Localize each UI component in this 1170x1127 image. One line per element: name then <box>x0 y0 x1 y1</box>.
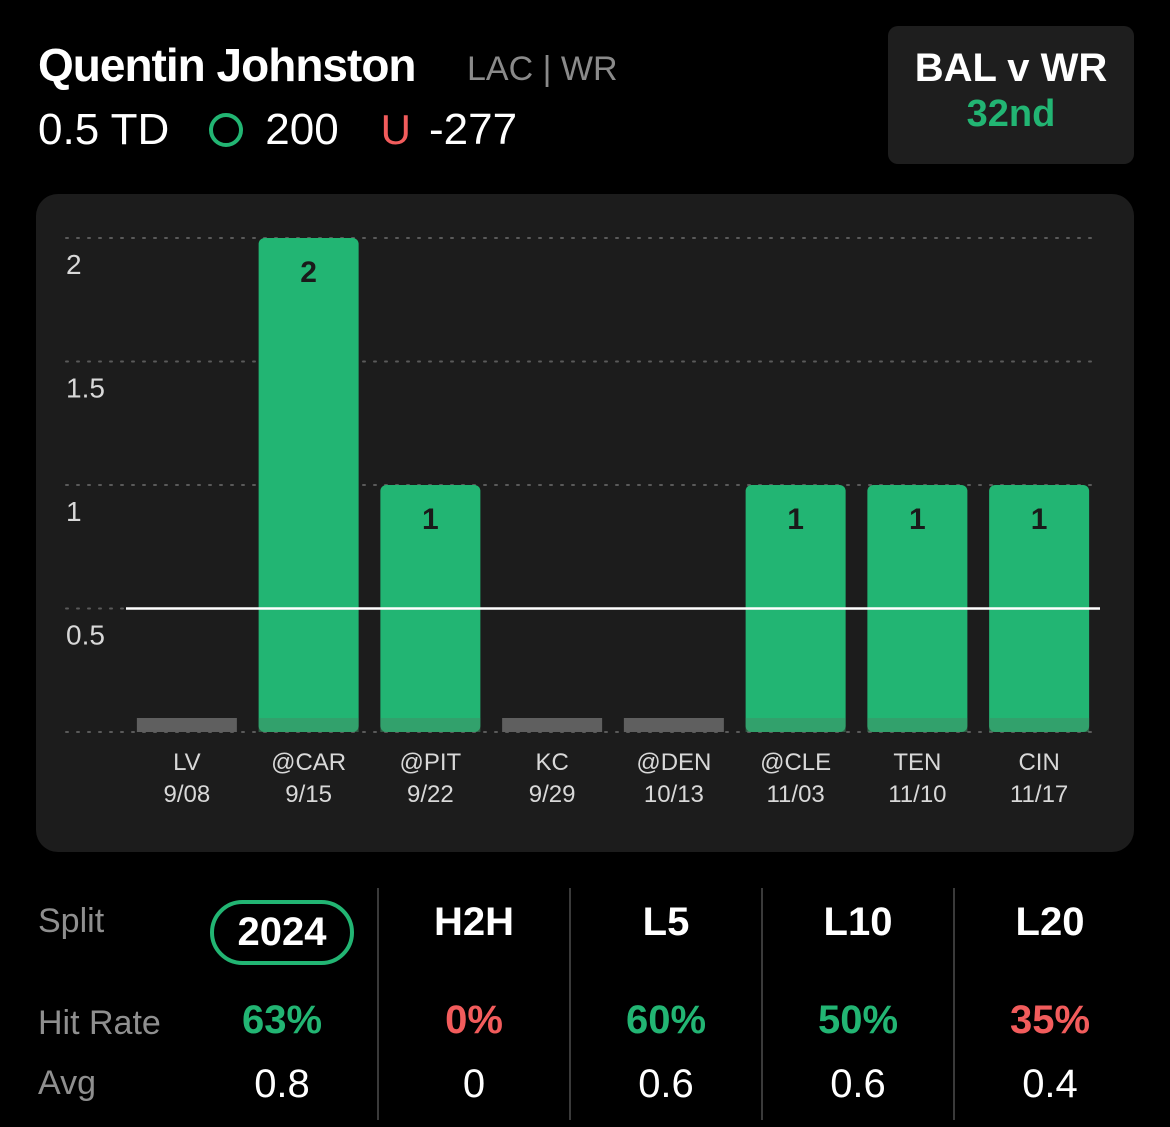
avg-value: 0.6 <box>830 1062 886 1106</box>
bar-value-label: 1 <box>787 503 804 536</box>
split-tab-h2h[interactable]: H2H <box>378 900 570 945</box>
bar-base <box>867 718 968 732</box>
bar-value-label: 2 <box>300 256 317 289</box>
split-tab-2024[interactable]: 2024 <box>186 900 378 965</box>
bar-value-label: 1 <box>909 503 926 536</box>
split-tab-label: L20 <box>1015 900 1085 944</box>
y-tick-label: 1.5 <box>66 373 105 404</box>
hit-rate-value: 50% <box>817 998 899 1042</box>
bar-chart: 0.5 1 1.5 2 LV 9/08 2 @CAR 9/15 1 @PIT 9/22 KC 9/29 @D… <box>65 237 1101 808</box>
column-divider <box>377 888 379 1120</box>
x-tick-date: 9/15 <box>285 781 332 808</box>
prop-value: 0.5 TD <box>38 105 170 154</box>
over-circle-icon <box>209 113 244 147</box>
hit-rate-value: 35% <box>1009 998 1091 1042</box>
split-tab-l20[interactable]: L20 <box>954 900 1146 945</box>
x-tick-opponent: @PIT <box>400 749 462 776</box>
bar-empty <box>623 718 724 732</box>
hit-rate-value: 63% <box>241 998 323 1042</box>
x-tick-opponent: @CAR <box>271 749 346 776</box>
split-tab-l5[interactable]: L5 <box>570 900 762 945</box>
split-tab-label: L5 <box>642 900 690 944</box>
hit-rate-label: Hit Rate <box>38 1004 161 1042</box>
x-tick-date: 10/13 <box>644 781 704 808</box>
x-tick-date: 11/10 <box>888 781 946 808</box>
x-tick-opponent: CIN <box>1018 749 1059 776</box>
x-tick-date: 9/22 <box>407 781 454 808</box>
x-tick-opponent: @DEN <box>636 749 711 776</box>
matchup-rank: 32nd <box>966 93 1056 135</box>
bar-empty <box>136 718 237 732</box>
avg-value: 0.6 <box>638 1062 694 1106</box>
y-tick-label: 0.5 <box>66 620 105 651</box>
column-divider <box>953 888 955 1120</box>
bar-value-label: 1 <box>422 503 439 536</box>
y-tick-label: 1 <box>66 496 82 527</box>
bar-base <box>258 718 359 732</box>
avg-label: Avg <box>38 1064 96 1102</box>
hit-rate-value: 60% <box>625 998 707 1042</box>
matchup-label: BAL v WR <box>914 46 1108 90</box>
chart-card: 0.5 1 1.5 2 LV 9/08 2 @CAR 9/15 1 @PIT 9/22 KC 9/29 @D… <box>36 194 1134 852</box>
x-tick-opponent: KC <box>535 749 568 776</box>
player-name: Quentin Johnston <box>38 39 417 91</box>
split-tab-label: 2024 <box>209 900 355 965</box>
bar-base <box>380 718 481 732</box>
x-tick-opponent: LV <box>173 749 201 776</box>
avg-value: 0 <box>462 1062 486 1106</box>
avg-value: 0.4 <box>1022 1062 1078 1106</box>
team-position: LAC | WR <box>467 50 618 88</box>
x-tick-date: 11/17 <box>1010 781 1068 808</box>
bar-base <box>989 718 1090 732</box>
x-tick-date: 9/08 <box>164 781 211 808</box>
prop-line-row: 0.5 TD 200 U -277 <box>38 105 517 155</box>
split-tab-label: L10 <box>823 900 893 944</box>
bar-base <box>745 718 846 732</box>
y-tick-label: 2 <box>66 249 82 280</box>
x-tick-date: 9/29 <box>529 781 576 808</box>
split-label: Split <box>38 902 105 940</box>
over-odds: 200 <box>265 105 339 154</box>
bar <box>258 238 359 732</box>
x-tick-date: 11/03 <box>766 781 824 808</box>
matchup-card[interactable]: BAL v WR 32nd <box>888 26 1134 164</box>
split-tab-label: H2H <box>433 900 515 944</box>
bar-empty <box>502 718 603 732</box>
avg-value: 0.8 <box>254 1062 310 1106</box>
bar-value-label: 1 <box>1031 503 1048 536</box>
x-tick-opponent: TEN <box>893 749 941 776</box>
under-odds: -277 <box>429 105 518 154</box>
under-icon: U <box>380 106 412 153</box>
hit-rate-value: 0% <box>445 998 503 1042</box>
column-divider <box>761 888 763 1120</box>
split-table: Split Hit Rate Avg 2024 63% 0.8 H2H 0% 0 L5 60%… <box>0 880 1170 1120</box>
column-divider <box>569 888 571 1120</box>
x-tick-opponent: @CLE <box>760 749 831 776</box>
split-tab-l10[interactable]: L10 <box>762 900 954 945</box>
